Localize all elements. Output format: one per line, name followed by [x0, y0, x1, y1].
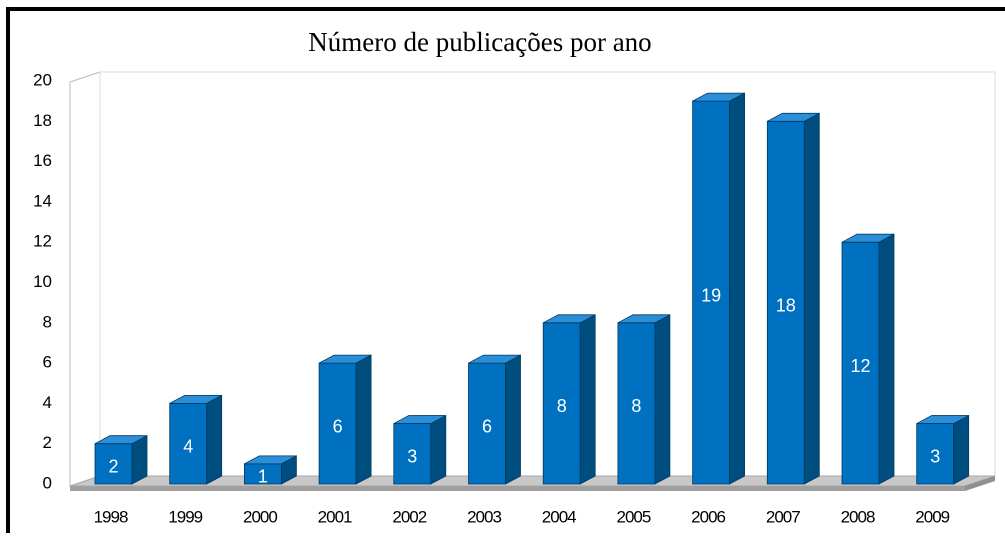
x-tick-label: 2003: [467, 507, 501, 526]
x-tick-label: 2001: [318, 507, 352, 526]
bar: [692, 92, 745, 485]
data-label: 3: [930, 447, 940, 467]
bar-side: [355, 354, 372, 485]
bar-top: [169, 394, 222, 404]
bar: [243, 455, 297, 485]
x-tick-label: 1999: [168, 507, 202, 526]
x-tick-label: 2006: [691, 507, 725, 526]
data-label: 4: [183, 436, 193, 456]
bar-top: [916, 415, 969, 424]
bar: [542, 314, 596, 485]
x-tick-label: 2007: [766, 507, 800, 526]
bar-top: [692, 92, 745, 102]
y-tick-label: 16: [33, 151, 52, 170]
x-tick-label: 2000: [243, 507, 277, 526]
bar: [617, 314, 671, 485]
chart-title: Número de publicações por ano: [308, 27, 651, 57]
data-label: 18: [776, 295, 796, 315]
bar-top: [318, 354, 372, 364]
x-tick-label: 1998: [94, 507, 128, 526]
bar-top: [543, 314, 596, 324]
bar-side: [729, 92, 745, 485]
y-tick-label: 20: [33, 70, 52, 89]
bar-side: [953, 414, 970, 485]
y-tick-label: 0: [43, 473, 52, 492]
bar-top: [393, 415, 446, 424]
y-tick-label: 14: [33, 191, 52, 210]
data-label: 6: [482, 416, 492, 436]
bar: [94, 435, 148, 485]
bar: [468, 354, 521, 485]
chart-border: [6, 7, 1005, 538]
bar-side: [206, 394, 223, 485]
data-label: 6: [333, 416, 343, 436]
x-tick-label: 2002: [392, 507, 426, 526]
bar-side: [654, 314, 671, 485]
bar: [916, 414, 970, 485]
data-label: 1: [258, 467, 268, 487]
bar-side: [579, 314, 596, 485]
bar-top: [767, 112, 820, 122]
bar: [169, 394, 223, 485]
bar: [393, 414, 447, 485]
x-tick-label: 2009: [915, 507, 949, 526]
y-tick-label: 10: [33, 272, 52, 291]
x-tick-label: 2008: [841, 507, 875, 526]
bar-top: [244, 455, 297, 465]
x-tick-label: 2005: [616, 507, 650, 526]
bar-side: [430, 414, 447, 485]
bar-top: [94, 435, 148, 445]
y-tick-label: 18: [33, 111, 52, 130]
floor-edge: [965, 476, 995, 491]
bar-top: [617, 314, 671, 324]
data-label: 3: [407, 447, 417, 467]
data-label: 8: [631, 396, 641, 416]
y-tick-label: 2: [43, 433, 52, 452]
side-wall: [69, 71, 101, 487]
bar: [318, 354, 372, 485]
y-tick-label: 8: [43, 312, 52, 331]
data-label: 2: [108, 457, 118, 477]
bar-top: [468, 354, 521, 364]
bar: [766, 112, 820, 485]
bar: [841, 233, 895, 485]
y-tick-label: 12: [33, 232, 52, 251]
bar-top: [841, 233, 895, 243]
data-label: 19: [701, 285, 721, 305]
y-tick-label: 4: [43, 393, 52, 412]
data-label: 12: [850, 356, 870, 376]
floor-edge: [70, 486, 965, 491]
data-label: 8: [557, 396, 567, 416]
bar-side: [878, 233, 895, 485]
y-tick-label: 6: [43, 353, 52, 372]
bar-side: [803, 112, 820, 485]
bar-side: [505, 354, 521, 485]
x-tick-label: 2004: [542, 507, 576, 526]
